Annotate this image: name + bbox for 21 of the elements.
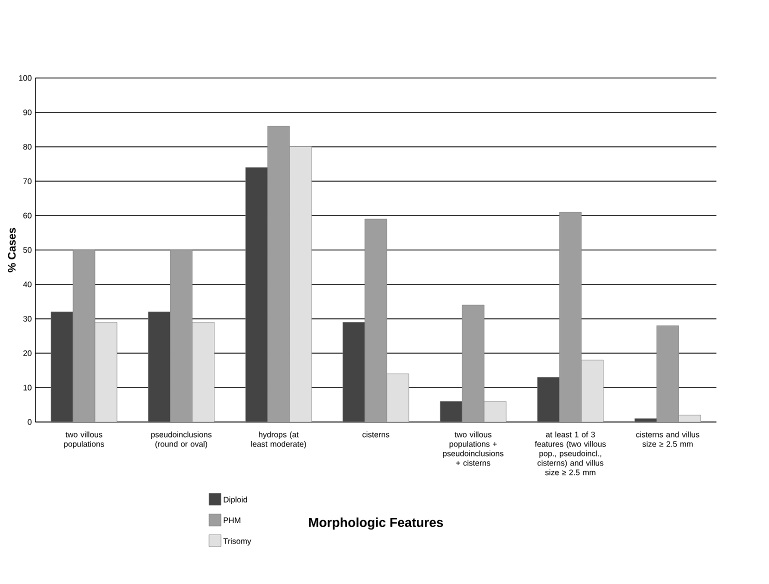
bar — [581, 360, 604, 422]
bar — [289, 146, 312, 422]
x-axis-title: Morphologic Features — [309, 518, 443, 530]
bar — [50, 312, 74, 422]
bar — [192, 322, 214, 422]
bar — [170, 250, 192, 422]
bar — [484, 401, 506, 422]
bar — [537, 377, 560, 422]
bar — [656, 325, 679, 422]
y-axis-title: % Cases — [8, 228, 16, 272]
bar — [72, 250, 96, 422]
bar — [364, 218, 388, 422]
bar — [462, 305, 484, 422]
bar — [440, 401, 462, 422]
bar — [94, 322, 118, 422]
bar — [267, 126, 290, 422]
bar — [342, 322, 366, 422]
bar — [245, 167, 268, 422]
bar — [386, 374, 410, 422]
bar — [148, 312, 170, 422]
bar — [559, 212, 582, 422]
